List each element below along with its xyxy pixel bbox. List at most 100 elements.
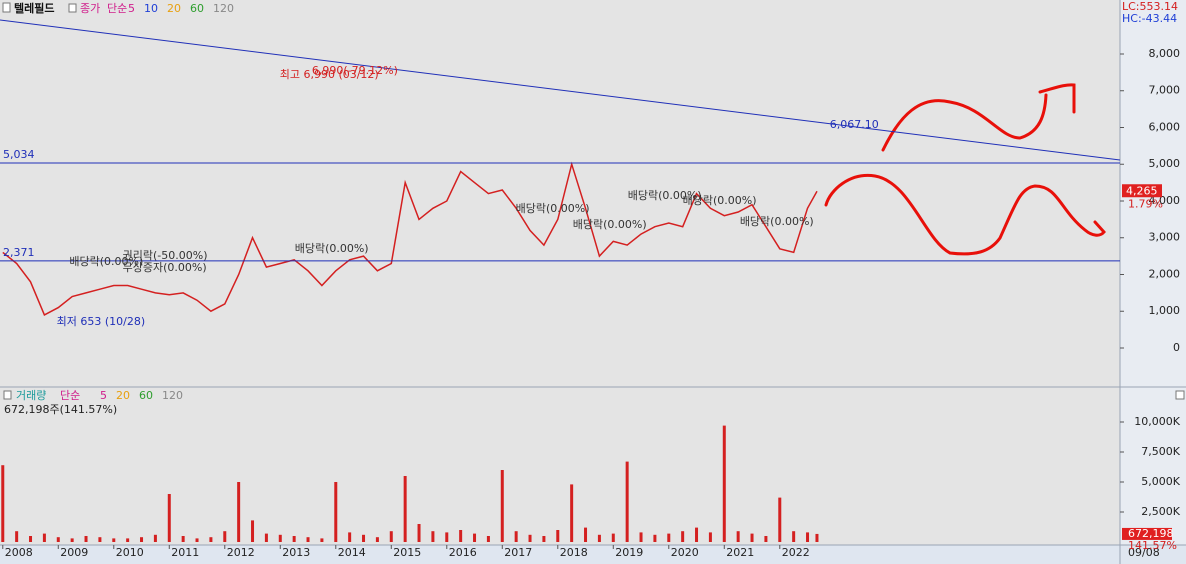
volume-bar: [486, 536, 490, 542]
x-tick-label: 2012: [227, 546, 255, 559]
volume-bar: [278, 534, 282, 542]
x-tick-label: 2020: [671, 546, 699, 559]
y-tick-label: 6,000: [1149, 120, 1181, 133]
panel-icon[interactable]: [3, 390, 12, 400]
volume-bar: [584, 527, 588, 542]
x-tick-label: 2008: [5, 546, 33, 559]
x-tick-label: 2016: [449, 546, 477, 559]
volume-bar: [362, 534, 366, 542]
y-tick-label: 8,000: [1149, 47, 1181, 60]
axis-background: [1120, 0, 1186, 545]
x-tick-label: 2011: [171, 546, 199, 559]
y-tick-label: 2,500K: [1141, 505, 1180, 518]
ma-period-label: 120: [213, 2, 234, 15]
annotation: 배당락(0.00%): [516, 202, 590, 215]
volume-bar: [597, 534, 601, 542]
volume-bar: [611, 533, 615, 542]
price-line: [2, 161, 818, 316]
volume-bar: [70, 538, 74, 542]
volume-bar: [473, 533, 477, 542]
ma-period-label: 120: [162, 389, 183, 402]
volume-bar: [167, 494, 171, 542]
volume-bar: [570, 484, 574, 542]
volume-bar: [417, 524, 421, 542]
ma-period-label: 20: [167, 2, 181, 15]
close-icon[interactable]: [1175, 390, 1185, 400]
volume-bar: [112, 538, 116, 542]
stock-name[interactable]: 텔레필드: [14, 1, 54, 15]
last-volume-box: [1122, 527, 1172, 540]
volume-bar: [42, 533, 46, 542]
volume-bar: [459, 530, 463, 542]
cursor-date: 09/08: [1128, 546, 1160, 559]
volume-bar: [195, 538, 199, 542]
volume-bar: [84, 536, 88, 542]
last-price-box: [1122, 184, 1162, 198]
x-tick-label: 2015: [393, 546, 421, 559]
y-tick-label: 5,000K: [1141, 475, 1180, 488]
x-tick-label: 2009: [60, 546, 88, 559]
annotation: 배당락(0.00%): [295, 242, 369, 255]
volume-bar: [792, 531, 796, 542]
last-change-label: 1.79%: [1128, 197, 1163, 210]
last-volume-label: 672,198: [1128, 527, 1174, 540]
volume-bar: [264, 533, 268, 542]
y-tick-label: 7,000: [1149, 84, 1181, 97]
lc-label: LC:553.14: [1122, 0, 1178, 13]
volume-bar: [334, 482, 338, 542]
trend-line: [0, 19, 1121, 161]
volume-bar: [695, 527, 699, 542]
ma-period-label: 60: [190, 2, 204, 15]
volume-bar: [375, 537, 379, 542]
x-tick-label: 2022: [782, 546, 810, 559]
volume-bar: [778, 497, 782, 542]
x-tick-label: 2014: [338, 546, 366, 559]
volume-bar: [320, 538, 324, 542]
volume-bar: [181, 536, 185, 542]
volume-title: 거래량: [16, 389, 46, 402]
volume-bar: [29, 536, 33, 542]
volume-bar: [625, 461, 629, 542]
ma-period-label: 10: [144, 2, 158, 15]
x-tick-label: 2018: [560, 546, 588, 559]
hand-drawing: [824, 83, 1106, 256]
volume-bar: [348, 532, 352, 542]
x-axis-background: [0, 545, 1186, 564]
y-tick-label: 7,500K: [1141, 445, 1180, 458]
volume-bar: [445, 532, 449, 542]
volume-bar: [223, 531, 227, 542]
ma-method: 단순: [107, 2, 127, 15]
y-tick-label: 5,000: [1149, 157, 1181, 170]
panel-icon[interactable]: [2, 2, 11, 13]
annotation: 배당락(0.00%): [69, 255, 143, 268]
volume-bar: [56, 537, 60, 542]
annotation: 권리락(-50.00%): [123, 249, 208, 262]
volume-bar: [98, 537, 102, 542]
ma-method: 단순: [60, 389, 80, 402]
x-tick-label: 2021: [726, 546, 754, 559]
volume-bar: [708, 532, 712, 542]
volume-bar: [722, 425, 726, 542]
y-tick-label: 10,000K: [1134, 415, 1180, 428]
x-tick-label: 2017: [504, 546, 532, 559]
volume-info: 672,198주(141.57%): [4, 403, 117, 416]
annotation: 배당락(0.00%): [628, 189, 702, 202]
annotation: 6,990(-79.12%): [312, 64, 398, 77]
annotation: 배당락(0.00%): [683, 194, 757, 207]
y-tick-label: 0: [1173, 341, 1180, 354]
annotation: 배당락(0.00%): [573, 218, 647, 231]
volume-bar: [292, 536, 296, 542]
ma-source: 종가: [80, 2, 100, 15]
horizontal-line-label: 2,371: [3, 246, 35, 259]
volume-bar: [736, 531, 740, 542]
annotation: 최저 653 (10/28): [57, 315, 146, 328]
trend-line-label: 6,067.10: [830, 118, 879, 131]
volume-bar: [1, 465, 5, 542]
y-tick-label: 1,000: [1149, 304, 1181, 317]
panel-icon[interactable]: [68, 3, 77, 13]
ma-period-label: 20: [116, 389, 130, 402]
volume-bar: [389, 531, 393, 542]
volume-bar: [514, 531, 518, 542]
